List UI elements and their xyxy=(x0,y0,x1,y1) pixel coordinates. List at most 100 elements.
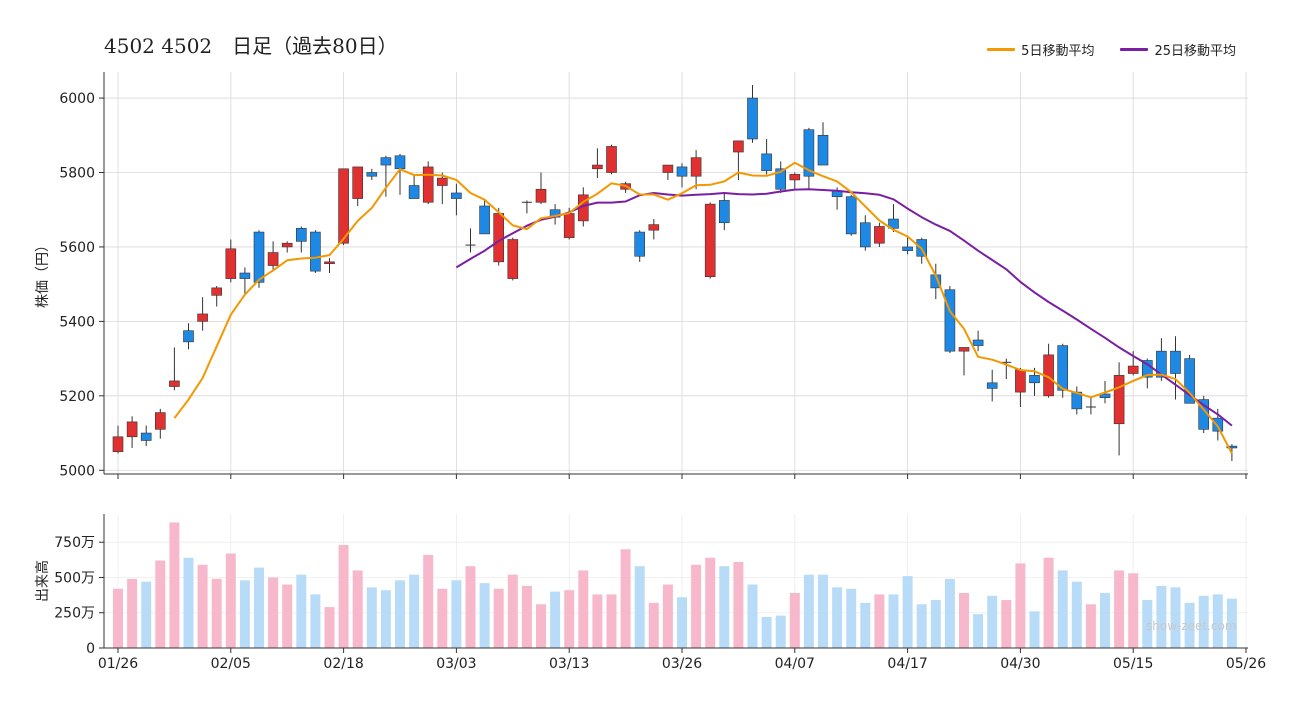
volume-bar xyxy=(564,590,575,648)
volume-bar xyxy=(987,595,998,648)
volume-bar xyxy=(1142,600,1153,648)
candle-body xyxy=(1113,375,1125,425)
volume-bar xyxy=(239,580,250,648)
volume-bar xyxy=(874,594,885,648)
legend-swatch-ma25 xyxy=(1120,48,1149,51)
x-tick-label: 05/26 xyxy=(1226,656,1266,672)
x-tick-label: 05/15 xyxy=(1113,656,1153,672)
candle-body xyxy=(902,246,913,251)
legend-item-ma5: 5日移動平均 xyxy=(987,40,1094,59)
candle-body xyxy=(253,231,265,283)
x-tick-label: 03/13 xyxy=(549,656,589,672)
volume-bar xyxy=(916,604,927,648)
volume-bar xyxy=(818,574,828,648)
candle-body xyxy=(380,157,392,166)
price-tick-label: 5200 xyxy=(59,389,95,405)
candle-body xyxy=(352,166,364,199)
volume-bar xyxy=(366,587,377,648)
volume-bar xyxy=(155,560,166,648)
volume-bar xyxy=(1226,598,1237,648)
candle-body xyxy=(197,313,208,322)
candle-body xyxy=(733,140,744,153)
legend-swatch-ma5 xyxy=(987,48,1016,51)
candle-body xyxy=(225,248,237,279)
volume-bar xyxy=(930,600,941,648)
volume-bar xyxy=(733,561,744,648)
volume-bar xyxy=(1071,581,1082,648)
x-tick-label: 01/26 xyxy=(98,656,138,672)
candle-body xyxy=(281,242,293,248)
x-tick-label: 03/26 xyxy=(662,656,702,672)
volume-bar xyxy=(423,554,434,648)
volume-bar xyxy=(775,615,786,648)
candle-body xyxy=(789,174,801,181)
ma5-line xyxy=(173,161,1233,454)
volume-bar xyxy=(521,585,532,648)
volume-bar xyxy=(225,553,236,648)
candle-body xyxy=(563,213,575,238)
volume-bar xyxy=(592,594,603,648)
volume-bar xyxy=(860,602,871,648)
volume-bar xyxy=(634,566,645,648)
volume-bar xyxy=(1029,611,1040,648)
volume-bar xyxy=(1085,604,1096,648)
volume-bar xyxy=(959,592,969,648)
candle-body xyxy=(239,272,251,279)
x-tick-label: 02/18 xyxy=(323,656,363,672)
chart-title: 4502 4502 日足（過去80日） xyxy=(104,34,398,58)
volume-bar xyxy=(902,576,913,648)
candle-body xyxy=(747,97,758,140)
candle-body xyxy=(648,224,660,231)
price-tick-label: 5600 xyxy=(59,240,95,256)
candle-body xyxy=(155,412,166,430)
candle-body xyxy=(1170,350,1181,374)
volume-bar xyxy=(536,604,546,648)
volume-bar xyxy=(437,588,448,648)
legend-label-ma5: 5日移動平均 xyxy=(1021,44,1095,59)
volume-bar xyxy=(846,588,857,648)
volume-bar xyxy=(747,584,758,648)
watermark: show-zeet.com xyxy=(1146,619,1237,633)
volume-tick-label: 250万 xyxy=(54,606,95,622)
volume-bar xyxy=(719,566,730,648)
volume-bar xyxy=(578,570,589,648)
price-tick-label: 5400 xyxy=(59,314,95,330)
volume-bar xyxy=(380,590,391,648)
candle-body xyxy=(944,289,956,352)
volume-bar xyxy=(677,597,687,648)
candle-body xyxy=(1099,393,1111,398)
volume-bar xyxy=(1156,585,1167,648)
volume-bar xyxy=(465,566,476,648)
candle-body xyxy=(775,168,787,190)
volume-bar xyxy=(606,594,617,648)
volume-bar xyxy=(183,557,194,648)
candle-body xyxy=(1015,369,1026,393)
volume-bar xyxy=(832,587,843,648)
volume-bar xyxy=(197,564,208,648)
volume-bar xyxy=(1015,563,1026,648)
volume-tick-label: 500万 xyxy=(54,570,95,586)
x-tick-label: 03/03 xyxy=(436,656,476,672)
volume-bar xyxy=(1057,570,1068,648)
volume-tick-label: 750万 xyxy=(54,535,95,551)
volume-bar xyxy=(493,588,504,648)
candle-body xyxy=(1029,375,1040,384)
candle-body xyxy=(310,231,321,272)
candle-body xyxy=(366,172,378,177)
volume-axis-label: 出来高 xyxy=(34,560,51,602)
volume-bar xyxy=(1198,595,1209,648)
volume-bar xyxy=(705,557,716,648)
volume-bar xyxy=(1184,602,1195,648)
volume-bar xyxy=(550,591,561,648)
candle-body xyxy=(267,252,279,266)
volume-bar xyxy=(1043,557,1054,648)
price-tick-label: 6000 xyxy=(59,91,95,107)
candle-body xyxy=(479,205,490,235)
volume-bar xyxy=(789,592,800,648)
volume-bar xyxy=(1100,592,1110,648)
candle-body xyxy=(704,203,716,278)
candle-body xyxy=(1184,358,1195,404)
volume-bar xyxy=(944,578,955,648)
volume-bar xyxy=(507,574,518,648)
